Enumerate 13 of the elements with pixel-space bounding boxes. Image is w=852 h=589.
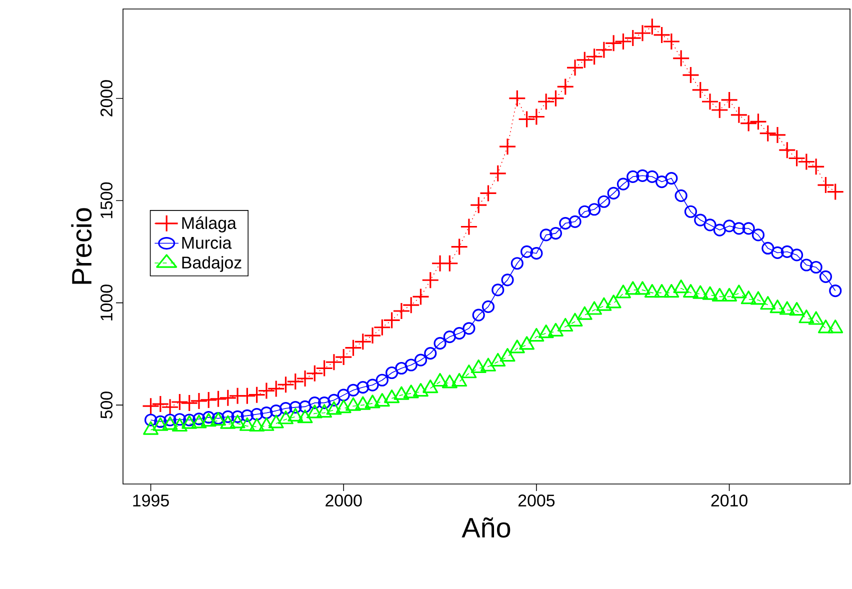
legend-label: Badajoz: [182, 256, 242, 272]
x-tick-label: 2005: [518, 494, 555, 507]
y-tick-label: 2000: [100, 80, 112, 116]
x-tick-label: 2010: [711, 494, 748, 507]
y-tick-label: 1500: [100, 182, 112, 218]
x-tick-label: 2000: [326, 494, 362, 507]
x-axis-title: Año: [462, 517, 510, 538]
legend-label: Málaga: [182, 216, 236, 232]
y-axis-title: Precio: [71, 208, 92, 284]
legend-label: Murcia: [182, 236, 232, 249]
y-tick-label: 1000: [100, 284, 112, 320]
y-tick-label: 500: [100, 392, 112, 419]
x-tick-label: 1995: [133, 494, 169, 507]
